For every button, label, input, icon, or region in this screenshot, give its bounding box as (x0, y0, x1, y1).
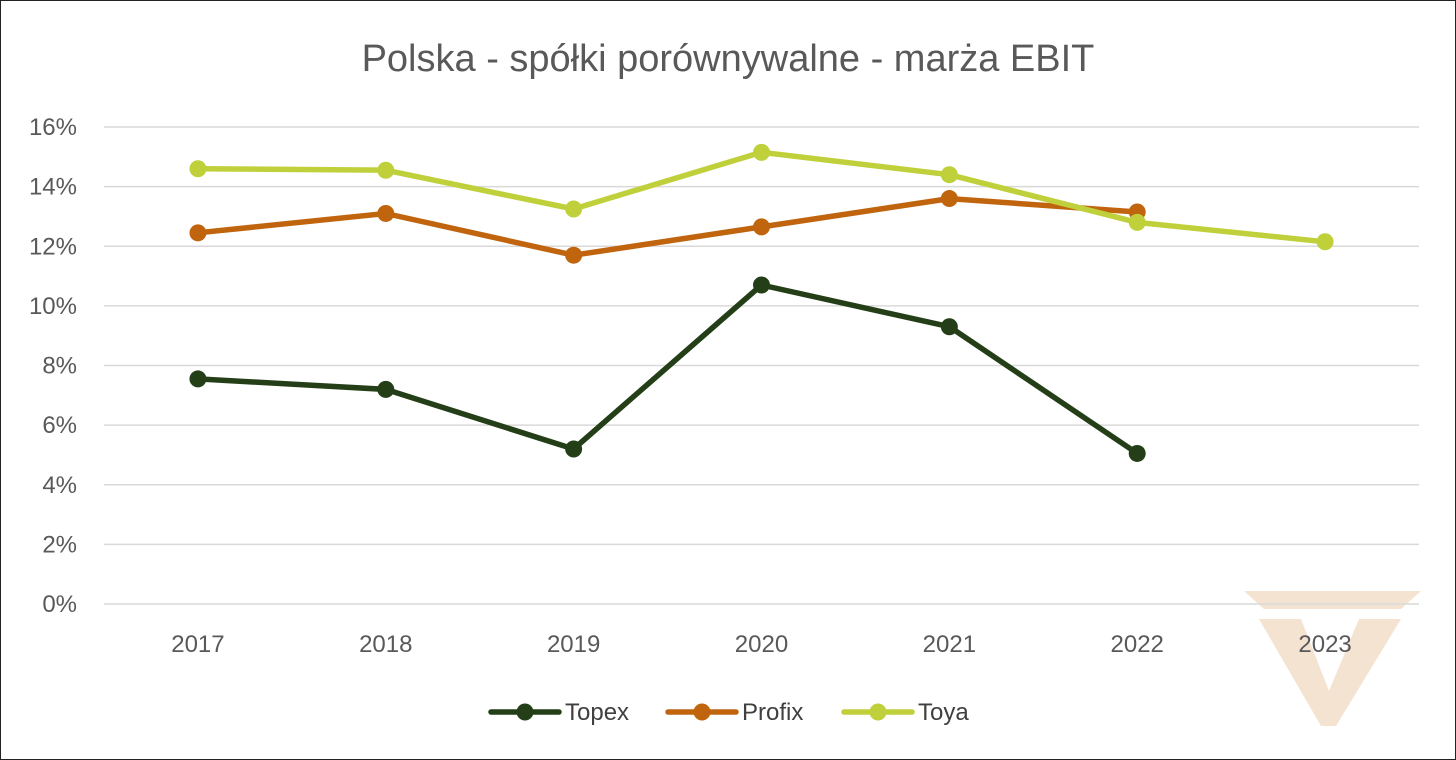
legend-label-toya: Toya (918, 699, 969, 726)
data-point-toya (565, 200, 583, 218)
y-tick-label: 0% (42, 591, 77, 618)
legend: Topex Profix Toya (488, 699, 969, 726)
legend-item-profix: Profix (665, 699, 803, 726)
data-point-profix (189, 224, 207, 242)
y-tick-label: 12% (29, 233, 77, 260)
x-axis-labels: 2017 2018 2019 2020 2021 2022 2023 (171, 631, 1352, 658)
data-point-topex (753, 276, 770, 294)
data-point-toya (1128, 213, 1146, 231)
data-point-toya (940, 166, 958, 184)
series-topex (189, 276, 1146, 462)
logo-watermark (1244, 591, 1421, 726)
watermark-v-shape (1259, 619, 1401, 726)
data-point-profix (940, 190, 958, 208)
series-layer (189, 143, 1334, 462)
legend-marker-toya (869, 703, 887, 721)
x-tick-label: 2019 (547, 631, 600, 658)
legend-label-profix: Profix (742, 699, 803, 726)
y-tick-label: 16% (29, 114, 77, 141)
series-toya (189, 143, 1334, 251)
y-tick-label: 4% (42, 472, 77, 499)
y-tick-label: 10% (29, 293, 77, 320)
legend-item-toya: Toya (841, 699, 969, 726)
y-tick-label: 8% (42, 353, 77, 380)
data-point-topex (565, 440, 583, 458)
data-point-profix (377, 204, 395, 222)
y-axis-labels: 0% 2% 4% 6% 8% 10% 12% 14% 16% (29, 114, 77, 618)
data-point-toya (1316, 233, 1334, 251)
watermark-top-bar (1244, 591, 1421, 609)
data-point-topex (1128, 444, 1146, 462)
legend-label-topex: Topex (565, 699, 629, 726)
data-point-topex (940, 318, 958, 336)
data-point-topex (377, 380, 395, 398)
y-tick-label: 2% (42, 531, 77, 558)
x-tick-label: 2018 (359, 631, 412, 658)
y-tick-label: 14% (29, 174, 77, 201)
legend-item-topex: Topex (488, 699, 629, 726)
y-tick-label: 6% (42, 412, 77, 439)
x-tick-label: 2020 (735, 631, 788, 658)
data-point-toya (189, 160, 207, 178)
data-point-profix (753, 218, 770, 236)
x-tick-label: 2022 (1111, 631, 1164, 658)
data-point-toya (753, 143, 770, 161)
legend-marker-topex (516, 703, 534, 721)
data-point-toya (377, 161, 395, 179)
series-line-topex (195, 282, 1140, 457)
x-tick-label: 2021 (923, 631, 976, 658)
legend-marker-profix (693, 703, 711, 721)
series-profix (189, 190, 1146, 264)
chart-title: Polska - spółki porównywalne - marża EBI… (362, 38, 1095, 80)
data-point-topex (189, 370, 207, 388)
x-tick-label: 2017 (171, 631, 224, 658)
x-tick-label: 2023 (1298, 631, 1351, 658)
gridlines (104, 126, 1419, 605)
data-point-profix (565, 246, 583, 264)
series-line-profix (195, 195, 1140, 258)
